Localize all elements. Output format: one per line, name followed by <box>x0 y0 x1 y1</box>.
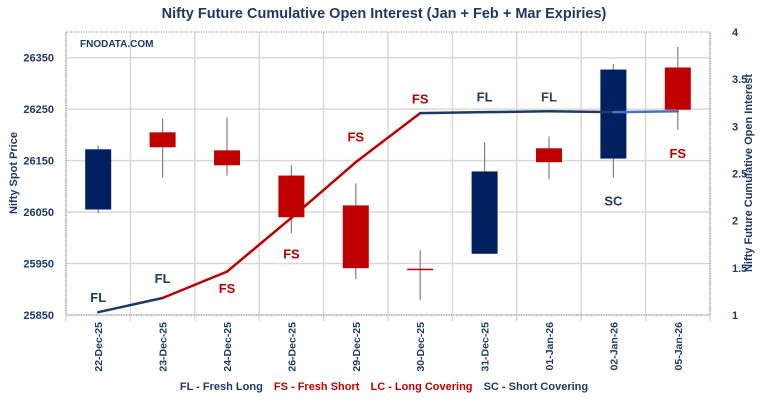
candle-body <box>214 150 240 166</box>
y2-tick-label: 4 <box>732 27 739 39</box>
annotation-label: FS <box>283 246 300 261</box>
y-axis-label: Nifty Spot Price <box>8 132 20 214</box>
y-tick-label: 26050 <box>23 207 54 219</box>
y2-tick-label: 2.5 <box>732 169 747 181</box>
x-tick-label: 01-Jan-26 <box>544 322 556 371</box>
oi-line-segment <box>354 111 422 164</box>
y-tick-label: 25850 <box>23 310 54 322</box>
y2-tick-label: 3.5 <box>732 74 747 86</box>
chart-title: Nifty Future Cumulative Open Interest (J… <box>161 6 607 22</box>
oi-line-segment <box>161 270 229 300</box>
plot-border <box>65 31 711 316</box>
legend-short-covering: SC - Short Covering <box>483 381 589 393</box>
watermark: FNODATA.COM <box>80 39 154 50</box>
y2-tick-label: 2 <box>732 216 738 228</box>
y2-tick-label: 3 <box>732 121 738 133</box>
candle-body <box>85 149 112 210</box>
y-tick-label: 26250 <box>23 104 54 116</box>
annotation-label: FL <box>541 89 557 104</box>
oi-line-segment <box>225 216 293 273</box>
y2-axis-label: Nifty Future Cumulative Open Interest <box>743 74 755 272</box>
x-tick-label: 23-Dec-25 <box>158 322 170 372</box>
oi-line-segment <box>290 160 358 220</box>
x-tick-label: 30-Dec-25 <box>415 322 427 372</box>
candle-body <box>407 268 434 271</box>
annotation-label: SC <box>604 193 623 208</box>
annotation-label: FL <box>477 89 493 104</box>
candle-body <box>664 67 691 110</box>
oi-line-segment <box>96 296 164 314</box>
legend: FL - Fresh Long FS - Fresh Short LC - Lo… <box>0 381 768 393</box>
candle-body <box>600 69 627 159</box>
x-tick-label: 22-Dec-25 <box>93 322 105 372</box>
legend-fresh-short: FS - Fresh Short <box>273 381 360 393</box>
candle-body <box>149 132 176 148</box>
x-tick-label: 05-Jan-26 <box>673 322 685 371</box>
y2-tick-label: 1 <box>732 310 738 322</box>
candle-body <box>536 148 562 163</box>
annotation-label: FS <box>347 129 364 144</box>
annotation-label: FL <box>155 271 171 286</box>
x-tick-label: 29-Dec-25 <box>351 322 363 372</box>
oi-line-segment <box>418 110 486 115</box>
x-tick-label: 31-Dec-25 <box>480 322 492 372</box>
x-tick-label: 26-Dec-25 <box>286 322 298 372</box>
oi-line-segment <box>483 109 551 114</box>
annotation-label: FS <box>669 146 686 161</box>
oi-line-segment <box>547 109 615 114</box>
oi-line-segment <box>612 109 680 114</box>
x-tick-label: 24-Dec-25 <box>222 322 234 372</box>
annotation-label: FL <box>90 290 106 305</box>
candle-body <box>342 205 369 269</box>
candle-body <box>471 171 498 254</box>
annotation-label: FS <box>219 281 236 296</box>
annotation-label: FS <box>412 91 429 106</box>
legend-long-covering: LC - Long Covering <box>370 381 473 393</box>
legend-fresh-long: FL - Fresh Long <box>179 381 263 393</box>
y-tick-label: 25950 <box>23 259 54 271</box>
x-tick-label: 02-Jan-26 <box>608 322 620 371</box>
y2-tick-label: 1.5 <box>732 263 747 275</box>
y-tick-label: 26350 <box>23 53 54 65</box>
y-tick-label: 26150 <box>23 156 54 168</box>
